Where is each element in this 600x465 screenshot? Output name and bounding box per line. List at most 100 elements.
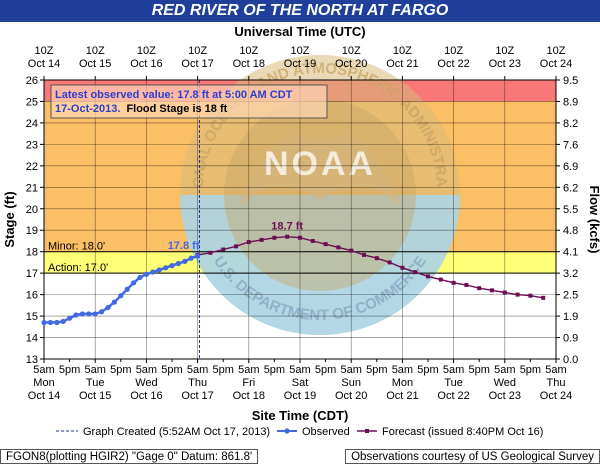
forecast-point — [336, 245, 341, 250]
observed-point — [156, 267, 162, 273]
top-tick-date: Oct 23 — [489, 58, 521, 70]
top-tick-date: Oct 17 — [181, 58, 213, 70]
observed-point — [73, 312, 79, 318]
top-tick-date: Oct 24 — [540, 58, 572, 70]
observed-point — [143, 271, 149, 277]
top-tick-label: 10Z — [393, 45, 412, 57]
forecast-point — [208, 250, 213, 255]
x-tick-label: 5am — [340, 364, 361, 376]
forecast-point — [374, 256, 379, 261]
top-tick-date: Oct 15 — [79, 58, 111, 70]
x-tick-label: Sat — [292, 377, 309, 389]
top-tick-date: Oct 16 — [130, 58, 162, 70]
observed-point — [150, 269, 156, 275]
forecast-point — [310, 238, 315, 243]
x-tick-label: Mon — [392, 377, 413, 389]
top-tick-date: Oct 18 — [233, 58, 265, 70]
watermark-noaa-text: NOAA — [264, 145, 376, 183]
y-tick-label: 15 — [26, 311, 38, 323]
y2-tick-label: 2.5 — [563, 290, 578, 302]
forecast-point — [502, 290, 507, 295]
x-tick-label: 5am — [545, 364, 566, 376]
latest-value-text: Latest observed value: 17.8 ft at 5:00 A… — [55, 89, 293, 101]
threshold-label: Action: 17.0' — [48, 262, 108, 274]
top-tick-date: Oct 22 — [437, 58, 469, 70]
y2-tick-label: 4.8 — [563, 225, 578, 237]
x-tick-label: 5am — [84, 364, 105, 376]
y2-tick-label: 4.1 — [563, 247, 578, 259]
forecast-point — [387, 260, 392, 265]
x-tick-label: Sun — [341, 377, 361, 389]
y-tick-label: 24 — [26, 118, 38, 130]
legend-created-label: Graph Created (5:52AM Oct 17, 2013) — [83, 426, 270, 438]
forecast-point — [298, 235, 302, 240]
y2-tick-label: 0.9 — [563, 333, 578, 345]
x-tick-label: 5am — [289, 364, 310, 376]
x-mid-label: 5pm — [212, 364, 233, 376]
x-tick-label: Oct 22 — [437, 390, 469, 402]
y-axis-title: Stage (ft) — [2, 191, 17, 247]
x-tick-label: Mon — [33, 377, 54, 389]
top-tick-label: 10Z — [239, 45, 258, 57]
top-tick-label: 10Z — [137, 45, 156, 57]
point-label: 18.7 ft — [271, 221, 303, 233]
y2-tick-label: 0.0 — [563, 354, 578, 366]
x-tick-label: Oct 21 — [386, 390, 418, 402]
x-tick-label: Oct 23 — [489, 390, 521, 402]
forecast-point — [246, 240, 251, 245]
top-tick-label: 10Z — [444, 45, 463, 57]
y2-tick-label: 6.2 — [563, 182, 578, 194]
observed-point — [124, 286, 130, 292]
x-tick-label: 5am — [187, 364, 208, 376]
forecast-point — [285, 234, 290, 239]
x-tick-label: 5am — [494, 364, 515, 376]
x-mid-label: 5pm — [264, 364, 285, 376]
forecast-point — [413, 270, 418, 275]
y-tick-label: 21 — [26, 182, 38, 194]
y2-axis-title: Flow (kcfs) — [587, 186, 600, 254]
x-tick-label: 5am — [136, 364, 157, 376]
y2-tick-label: 8.2 — [563, 118, 578, 130]
x-tick-label: Tue — [86, 377, 105, 389]
point-label: 17.8 ft — [168, 240, 200, 252]
forecast-point — [477, 286, 482, 291]
y-tick-label: 25 — [26, 96, 38, 108]
x-mid-label: 5pm — [417, 364, 438, 376]
x-tick-label: Wed — [494, 377, 516, 389]
top-tick-label: 10Z — [86, 45, 105, 57]
x-tick-label: 5am — [443, 364, 464, 376]
observed-point — [131, 280, 137, 286]
forecast-point — [362, 252, 366, 257]
observed-point — [182, 258, 188, 264]
x-mid-label: 5pm — [110, 364, 131, 376]
watermark-gull-icon — [240, 136, 400, 205]
observed-point — [111, 299, 117, 305]
top-axis-title: Universal Time (UTC) — [234, 24, 365, 39]
x-tick-label: Oct 17 — [181, 390, 213, 402]
x-tick-label: 5am — [392, 364, 413, 376]
forecast-point — [234, 244, 238, 249]
observed-point — [195, 253, 201, 259]
forecast-point — [451, 280, 456, 285]
x-tick-label: Oct 14 — [28, 390, 60, 402]
threshold-label: Minor: 18.0' — [48, 241, 105, 253]
top-tick-date: Oct 20 — [335, 58, 367, 70]
observed-point — [86, 311, 92, 317]
top-tick-date: Oct 19 — [284, 58, 316, 70]
forecast-point — [464, 282, 469, 287]
y-tick-label: 18 — [26, 247, 38, 259]
legend-forecast-label: Forecast (issued 8:40PM Oct 16) — [382, 426, 543, 438]
gage-datum-note: FGON8(plotting HGIR2) "Gage 0" Datum: 86… — [0, 449, 259, 464]
x-mid-label: 5pm — [468, 364, 489, 376]
x-tick-label: 5am — [238, 364, 259, 376]
x-tick-label: Wed — [135, 377, 157, 389]
chart-title: RED RIVER OF THE NORTH AT FARGO — [0, 0, 600, 22]
y-tick-label: 16 — [26, 290, 38, 302]
x-tick-label: Oct 24 — [540, 390, 572, 402]
observed-point — [92, 311, 98, 317]
forecast-point — [259, 237, 264, 242]
latest-value-box — [50, 84, 328, 119]
x-tick-label: Oct 19 — [284, 390, 316, 402]
forecast-point — [272, 235, 277, 240]
